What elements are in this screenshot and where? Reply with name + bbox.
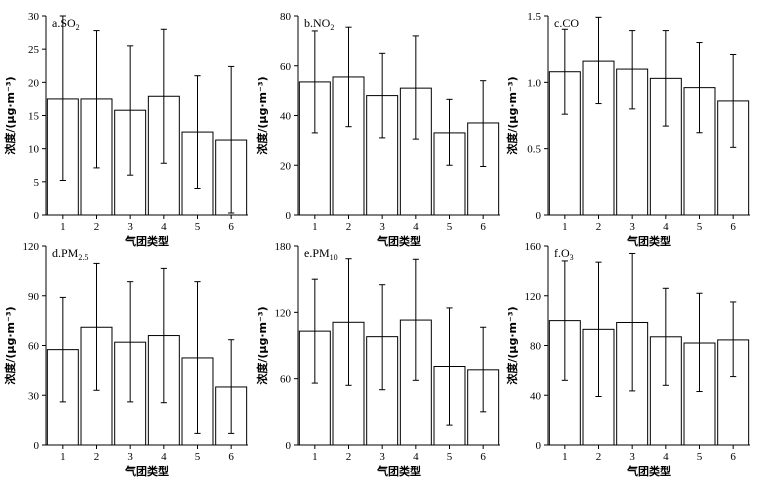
y-tick-label: 0 (286, 440, 292, 452)
y-tick-label: 60 (280, 374, 292, 386)
x-tick-label: 4 (663, 221, 669, 233)
chart-panel-3: 0 0.5 1.0 1.5 1 2 3 4 5 6 c.CO 气团类型 浓度/(μg·m⁻³) (505, 11, 750, 248)
y-tick-label: 80 (530, 341, 542, 353)
x-tick-label: 4 (413, 451, 419, 463)
x-tick-label: 2 (596, 451, 602, 463)
y-tick-label: 0 (34, 210, 40, 222)
chart-panel-5: 0 60 120 180 1 2 3 4 5 6 e.PM10 气团类型 浓度/(μg·m⁻³) (255, 241, 500, 478)
x-tick-label: 6 (480, 451, 486, 463)
x-axis-label: 气团类型 (626, 234, 671, 248)
y-axis-label: 浓度/(μg·m⁻³) (3, 306, 17, 384)
y-tick-label: 1.5 (527, 11, 541, 23)
panel-title-subscript: 2 (76, 23, 80, 32)
y-tick-label: 1.0 (527, 77, 541, 89)
y-tick-label: 120 (23, 241, 40, 253)
y-tick-label: 0 (34, 440, 40, 452)
y-tick-label: 0.5 (527, 144, 541, 156)
y-axis-label: 浓度/(μg·m⁻³) (505, 76, 519, 154)
x-tick-label: 6 (228, 451, 234, 463)
x-tick-label: 2 (346, 221, 352, 233)
panel-title-subscript: 2.5 (78, 253, 88, 262)
y-axis-label: 浓度/(μg·m⁻³) (255, 76, 269, 154)
x-tick-label: 3 (379, 221, 385, 233)
y-tick-label: 120 (525, 291, 542, 303)
x-tick-label: 3 (127, 221, 133, 233)
x-tick-label: 5 (697, 221, 703, 233)
y-tick-label: 25 (28, 44, 40, 56)
x-tick-label: 1 (312, 451, 318, 463)
y-tick-label: 0 (286, 210, 292, 222)
chart-panel-2: 0 20 40 60 80 1 2 3 4 5 6 b.NO2 气团类型 浓度/(μg·m⁻³) (255, 11, 500, 248)
x-tick-label: 4 (663, 451, 669, 463)
x-tick-label: 2 (94, 451, 100, 463)
y-tick-label: 120 (275, 307, 292, 319)
y-tick-label: 20 (28, 77, 40, 89)
y-tick-label: 40 (280, 111, 292, 123)
x-tick-label: 5 (195, 221, 201, 233)
y-tick-label: 40 (530, 390, 542, 402)
y-tick-label: 5 (34, 177, 40, 189)
y-tick-label: 60 (28, 341, 40, 353)
y-tick-label: 10 (28, 144, 40, 156)
x-tick-label: 3 (127, 451, 133, 463)
panel-title-subscript: 2 (330, 23, 334, 32)
x-tick-label: 1 (60, 221, 66, 233)
y-tick-label: 80 (280, 11, 292, 23)
chart-panel-6: 0 40 80 120 160 1 2 3 4 5 6 f.O3 气团类型 浓度/(μg·m⁻³) (505, 241, 750, 478)
x-axis-label: 气团类型 (124, 234, 169, 248)
bar (399, 319, 432, 446)
y-tick-label: 180 (275, 241, 292, 253)
x-tick-label: 3 (629, 221, 635, 233)
x-tick-label: 2 (94, 221, 100, 233)
panel-title: e.PM10 (304, 246, 338, 262)
y-axis-label: 浓度/(μg·m⁻³) (255, 306, 269, 384)
x-tick-label: 4 (161, 451, 167, 463)
x-tick-label: 5 (195, 451, 201, 463)
panel-title-subscript: 3 (570, 253, 574, 262)
x-tick-label: 6 (228, 221, 234, 233)
y-tick-label: 30 (28, 11, 40, 23)
x-tick-label: 5 (447, 451, 453, 463)
x-tick-label: 5 (697, 451, 703, 463)
x-tick-label: 1 (562, 221, 568, 233)
y-tick-label: 0 (536, 210, 542, 222)
chart-panel-4: 0 30 60 90 120 1 2 3 4 5 6 d.PM2.5 气团类型 浓度/(μg·m⁻³) (3, 241, 248, 478)
y-axis-label: 浓度/(μg·m⁻³) (505, 306, 519, 384)
y-tick-label: 30 (28, 390, 40, 402)
bar (366, 95, 399, 216)
y-tick-label: 160 (525, 241, 542, 253)
x-axis-label: 气团类型 (626, 464, 671, 478)
x-tick-label: 1 (312, 221, 318, 233)
x-tick-label: 6 (730, 221, 736, 233)
chart-panel-1: 0 5 10 15 20 25 30 1 2 3 4 5 6 a.SO2 气团类型 浓度/(μg·m⁻³) (3, 11, 248, 248)
x-tick-label: 2 (346, 451, 352, 463)
y-tick-label: 0 (536, 440, 542, 452)
x-tick-label: 1 (60, 451, 66, 463)
x-tick-label: 5 (447, 221, 453, 233)
panel-title: d.PM2.5 (52, 246, 88, 262)
x-axis-label: 气团类型 (376, 464, 421, 478)
panel-title: b.NO2 (304, 16, 334, 32)
x-tick-label: 3 (379, 451, 385, 463)
y-tick-label: 15 (28, 111, 40, 123)
x-tick-label: 1 (562, 451, 568, 463)
x-tick-label: 4 (161, 221, 167, 233)
x-tick-label: 6 (480, 221, 486, 233)
panel-title: c.CO (554, 16, 579, 30)
y-tick-label: 20 (280, 160, 292, 172)
y-tick-label: 60 (280, 61, 292, 73)
x-tick-label: 2 (596, 221, 602, 233)
panel-title: f.O3 (554, 246, 574, 262)
panel-title: a.SO2 (52, 16, 80, 32)
y-tick-label: 90 (28, 291, 40, 303)
x-tick-label: 6 (730, 451, 736, 463)
x-tick-label: 4 (413, 221, 419, 233)
y-axis-label: 浓度/(μg·m⁻³) (3, 76, 17, 154)
panel-title-subscript: 10 (330, 253, 338, 262)
x-axis-label: 气团类型 (124, 464, 169, 478)
x-axis-label: 气团类型 (376, 234, 421, 248)
x-tick-label: 3 (629, 451, 635, 463)
